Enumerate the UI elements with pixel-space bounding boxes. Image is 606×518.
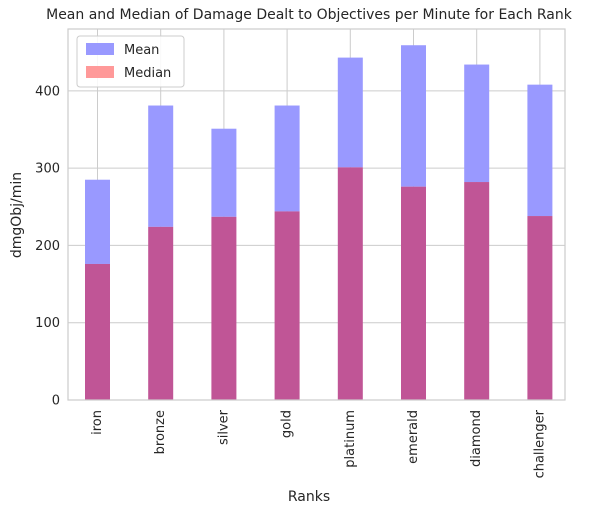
bar-mean: [464, 64, 490, 183]
bar-mean: [211, 128, 237, 217]
y-tick-labels: 0 100 200 300 400: [35, 84, 60, 408]
bar-median: [464, 182, 490, 400]
bar-median: [148, 226, 174, 400]
bar-mean: [527, 84, 553, 217]
bar-median: [401, 186, 426, 400]
x-tick-label: platinum: [343, 410, 358, 468]
bar-mean: [401, 45, 426, 187]
y-tick-label: 0: [52, 394, 60, 409]
chart-title: Mean and Median of Damage Dealt to Objec…: [46, 7, 573, 23]
x-tick-label: emerald: [406, 410, 421, 464]
y-tick-label: 400: [35, 84, 60, 99]
legend-swatch-median: [86, 66, 114, 78]
y-tick-label: 300: [35, 162, 60, 177]
bar-median: [527, 216, 553, 400]
x-tick-labels: iron bronze silver gold platinum emerald diamo…: [90, 409, 547, 478]
legend: Mean Median: [76, 35, 185, 88]
bar-mean: [274, 105, 300, 212]
bar-median: [211, 216, 237, 400]
legend-label-median: Median: [124, 66, 171, 81]
y-tick-label: 100: [35, 316, 60, 331]
bar-median: [85, 263, 110, 400]
plot-frame: [67, 28, 566, 401]
bar-mean: [148, 105, 174, 227]
x-tick-label: diamond: [469, 410, 484, 467]
legend-label-mean: Mean: [124, 43, 159, 58]
x-tick-label: gold: [280, 410, 295, 438]
x-tick-label: silver: [216, 409, 231, 445]
y-tick-label: 200: [35, 239, 60, 254]
bar-mean: [337, 57, 363, 168]
bars: [85, 45, 553, 400]
bar-median: [274, 211, 300, 400]
y-axis-label: dmgObj/min: [9, 172, 25, 258]
bar-mean: [85, 179, 110, 264]
legend-swatch-mean: [86, 43, 114, 55]
x-tick-label: iron: [90, 410, 105, 435]
bar-median: [337, 167, 363, 400]
x-tick-label: bronze: [153, 410, 168, 454]
x-axis-label: Ranks: [288, 489, 330, 505]
x-tick-label: challenger: [532, 409, 547, 478]
